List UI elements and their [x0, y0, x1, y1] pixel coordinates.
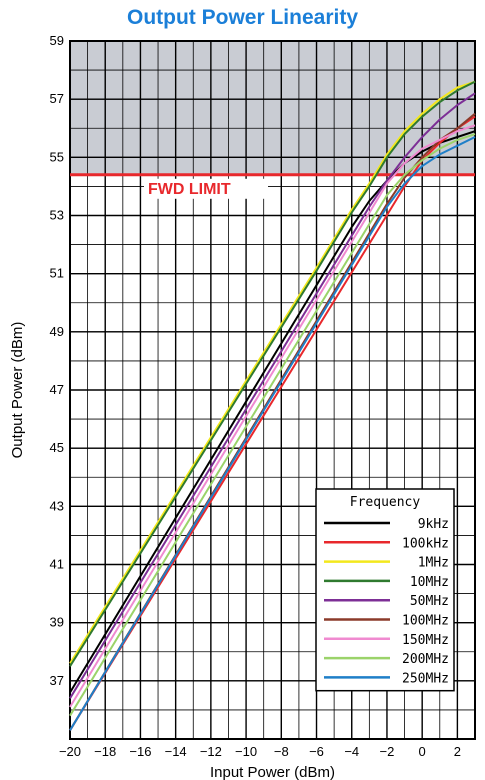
- legend-label: 50MHz: [410, 594, 449, 609]
- chart-title: Output Power Linearity: [126, 6, 359, 29]
- x-tick-label: −2: [380, 744, 395, 759]
- x-tick-label: −12: [200, 744, 222, 759]
- x-tick-label: −16: [129, 744, 151, 759]
- series-line-10mhz: [69, 80, 476, 667]
- y-tick-label: 43: [50, 498, 64, 513]
- series-line-250mhz: [69, 136, 476, 731]
- y-tick-label: 45: [50, 440, 64, 455]
- y-tick-label: 47: [50, 382, 64, 397]
- limit-label: FWD LIMIT: [144, 178, 268, 199]
- y-axis-label: Output Power (dBm): [9, 322, 26, 459]
- legend-label: 100MHz: [402, 614, 449, 629]
- y-tick-label: 53: [50, 208, 64, 223]
- y-tick-labels: 37 39 41 43 45 47 49 51 53 55 57 59: [50, 33, 64, 688]
- legend-title: Frequency: [350, 495, 421, 510]
- x-tick-label: −8: [274, 744, 289, 759]
- series-line-150mhz: [69, 124, 476, 708]
- x-tick-label: −4: [344, 744, 359, 759]
- legend-label: 200MHz: [402, 652, 449, 667]
- y-tick-label: 49: [50, 324, 64, 339]
- legend-label: 100kHz: [402, 536, 449, 551]
- x-axis-label: Input Power (dBm): [210, 764, 335, 780]
- x-tick-label: −6: [309, 744, 324, 759]
- x-tick-label: −14: [165, 744, 187, 759]
- series-line-200mhz: [69, 133, 476, 717]
- series-line-50mhz: [69, 92, 476, 699]
- x-tick-labels: −20 −18 −16 −14 −12 −10 −8 −6 −4 −2 0 2: [59, 744, 461, 759]
- x-tick-label: 2: [454, 744, 461, 759]
- x-tick-label: −10: [235, 744, 257, 759]
- y-tick-label: 51: [50, 266, 64, 281]
- series-line-100mhz: [69, 112, 476, 731]
- y-tick-label: 39: [50, 615, 64, 630]
- y-tick-label: 57: [50, 91, 64, 106]
- y-tick-label: 37: [50, 673, 64, 688]
- legend-label: 150MHz: [402, 633, 449, 648]
- x-tick-label: −20: [59, 744, 81, 759]
- limit-label-text: FWD LIMIT: [148, 181, 231, 198]
- plot-border: [69, 40, 476, 740]
- legend: Frequency 9kHz 100kHz 1MHz 10MHz 50MHz 100MHz…: [315, 488, 455, 692]
- legend-label: 10MHz: [410, 575, 449, 590]
- series-line-1mhz: [69, 80, 476, 664]
- y-tick-label: 59: [50, 33, 64, 48]
- y-tick-label: 41: [50, 557, 64, 572]
- x-tick-label: −18: [94, 744, 116, 759]
- legend-label: 250MHz: [402, 671, 449, 686]
- x-tick-label: 0: [419, 744, 426, 759]
- series-lines: [69, 80, 476, 731]
- legend-label: 1MHz: [418, 556, 449, 571]
- y-tick-label: 55: [50, 149, 64, 164]
- legend-label: 9kHz: [418, 517, 449, 532]
